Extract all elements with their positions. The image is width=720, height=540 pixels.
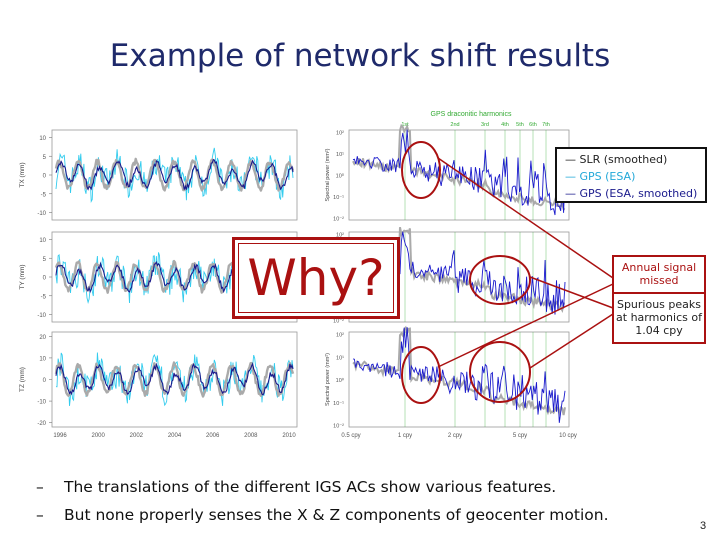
bullet-item: – The translations of the different IGS A… [36,473,609,501]
y-axis-label: TY (mm) [19,264,26,289]
y-tick-label: 10⁻² [333,217,344,223]
x-tick-label: 1996 [53,433,67,439]
y-tick-label: 10⁻² [333,424,344,430]
y-tick-label: 10⁻¹ [333,195,344,201]
y-tick-label: 10⁰ [336,173,345,180]
harmonic-label: 3rd [481,122,489,128]
x-tick-label: 5 cpy [513,433,527,439]
harmonic-label: 5th [516,122,524,128]
bullet-dash: – [36,478,44,496]
harmonic-label: 7th [542,122,550,128]
pointer-line [529,276,614,309]
annual-oval-z [401,346,441,404]
bullet-item: – But none properly senses the X & Z comp… [36,501,609,529]
page-number: 3 [700,520,707,532]
bullet-list: – The translations of the different IGS A… [36,473,609,529]
y-tick-label: 0 [43,276,47,282]
y-tick-label: 10¹ [336,355,344,361]
spurious-oval-y [469,255,531,305]
y-tick-label: -10 [37,400,46,406]
y-tick-label: 10⁰ [336,377,345,384]
y-axis-label: TX (mm) [19,162,26,187]
y-tick-label: 10 [39,238,46,244]
spectrum-panel: 10² 10¹ 10⁰ 10⁻¹ 10⁻² Spectral power (mm²) 0.5… [325,325,577,439]
bullet-dash: – [36,506,44,524]
y-tick-label: 10² [336,131,344,137]
bullet-text: But none properly senses the X & Z compo… [64,506,609,524]
y-tick-label: 0 [43,174,47,180]
y-tick-label: 10² [336,233,344,239]
series-gps-esa-smoothed [55,159,294,191]
legend-entry-gps-smoothed: — GPS (ESA, smoothed) [565,187,698,200]
spectrum-panel: 10² 10¹ 10⁰ 10⁻¹ 10⁻² Spectral power (mm²) [325,123,570,223]
y-tick-label: -10 [37,211,46,217]
x-tick-label: 2006 [206,433,220,439]
series-gps-esa [55,352,294,407]
page-title: Example of network shift results [109,38,611,74]
harmonic-label: 1st [401,122,409,128]
x-tick-label: 2000 [91,433,105,439]
why-label: Why? [247,249,385,307]
y-tick-label: 10 [39,356,46,362]
y-tick-label: -20 [37,421,46,427]
harmonic-label: 2nd [450,122,459,128]
pointer-line [529,313,614,369]
series-slr-smoothed [54,157,295,192]
y-tick-label: -5 [41,294,47,300]
x-tick-label: 0.5 cpy [341,433,360,439]
spectrum-title: GPS draconitic harmonics [431,111,512,118]
spectrum-gps [352,327,566,423]
y-axis-label: TZ (mm) [19,367,26,392]
y-tick-label: 10 [39,136,46,142]
pointer-line [437,157,614,279]
y-axis-label: Spectral power (mm²) [325,353,331,406]
y-tick-label: 10⁻¹ [333,401,344,407]
legend-entry-slr: — SLR (smoothed) [565,153,668,166]
x-tick-label: 2004 [168,433,182,439]
y-tick-label: 5 [43,257,47,263]
legend-entry-gps: — GPS (ESA) [565,170,636,183]
y-tick-label: -10 [37,313,46,319]
annotation-spurious: Spurious peaks at harmonics of 1.04 cpy [612,292,706,344]
x-tick-label: 10 cpy [559,433,577,439]
why-callout: Why? [232,237,400,319]
timeseries-panel: 10 5 0 -5 -10 TX (mm) [19,129,298,221]
y-tick-label: 0 [43,378,47,384]
legend: — SLR (smoothed) — GPS (ESA) — GPS (ESA,… [555,147,707,203]
y-tick-label: 10¹ [336,152,344,158]
spurious-oval-z [469,341,531,403]
y-axis-label: Spectral power (mm²) [325,148,331,201]
harmonic-label: 4th [501,122,509,128]
x-tick-label: 1 cpy [398,433,412,439]
y-tick-label: 10² [336,333,344,339]
bullet-text: The translations of the different IGS AC… [64,478,557,496]
annual-oval-x [401,141,441,199]
harmonic-label: 6th [529,122,537,128]
x-tick-label: 2 cpy [448,433,462,439]
x-tick-label: 2008 [244,433,258,439]
spectrum-slr [352,325,566,417]
series-gps-esa-smoothed [55,362,294,396]
y-tick-label: 20 [39,335,46,341]
x-tick-label: 2010 [282,433,296,439]
x-tick-label: 2002 [130,433,144,439]
panel-frame [348,331,570,428]
why-callout-inner-border [238,243,394,313]
y-tick-label: 10⁻² [333,319,344,325]
y-tick-label: 5 [43,155,47,161]
y-tick-label: -5 [41,192,47,198]
